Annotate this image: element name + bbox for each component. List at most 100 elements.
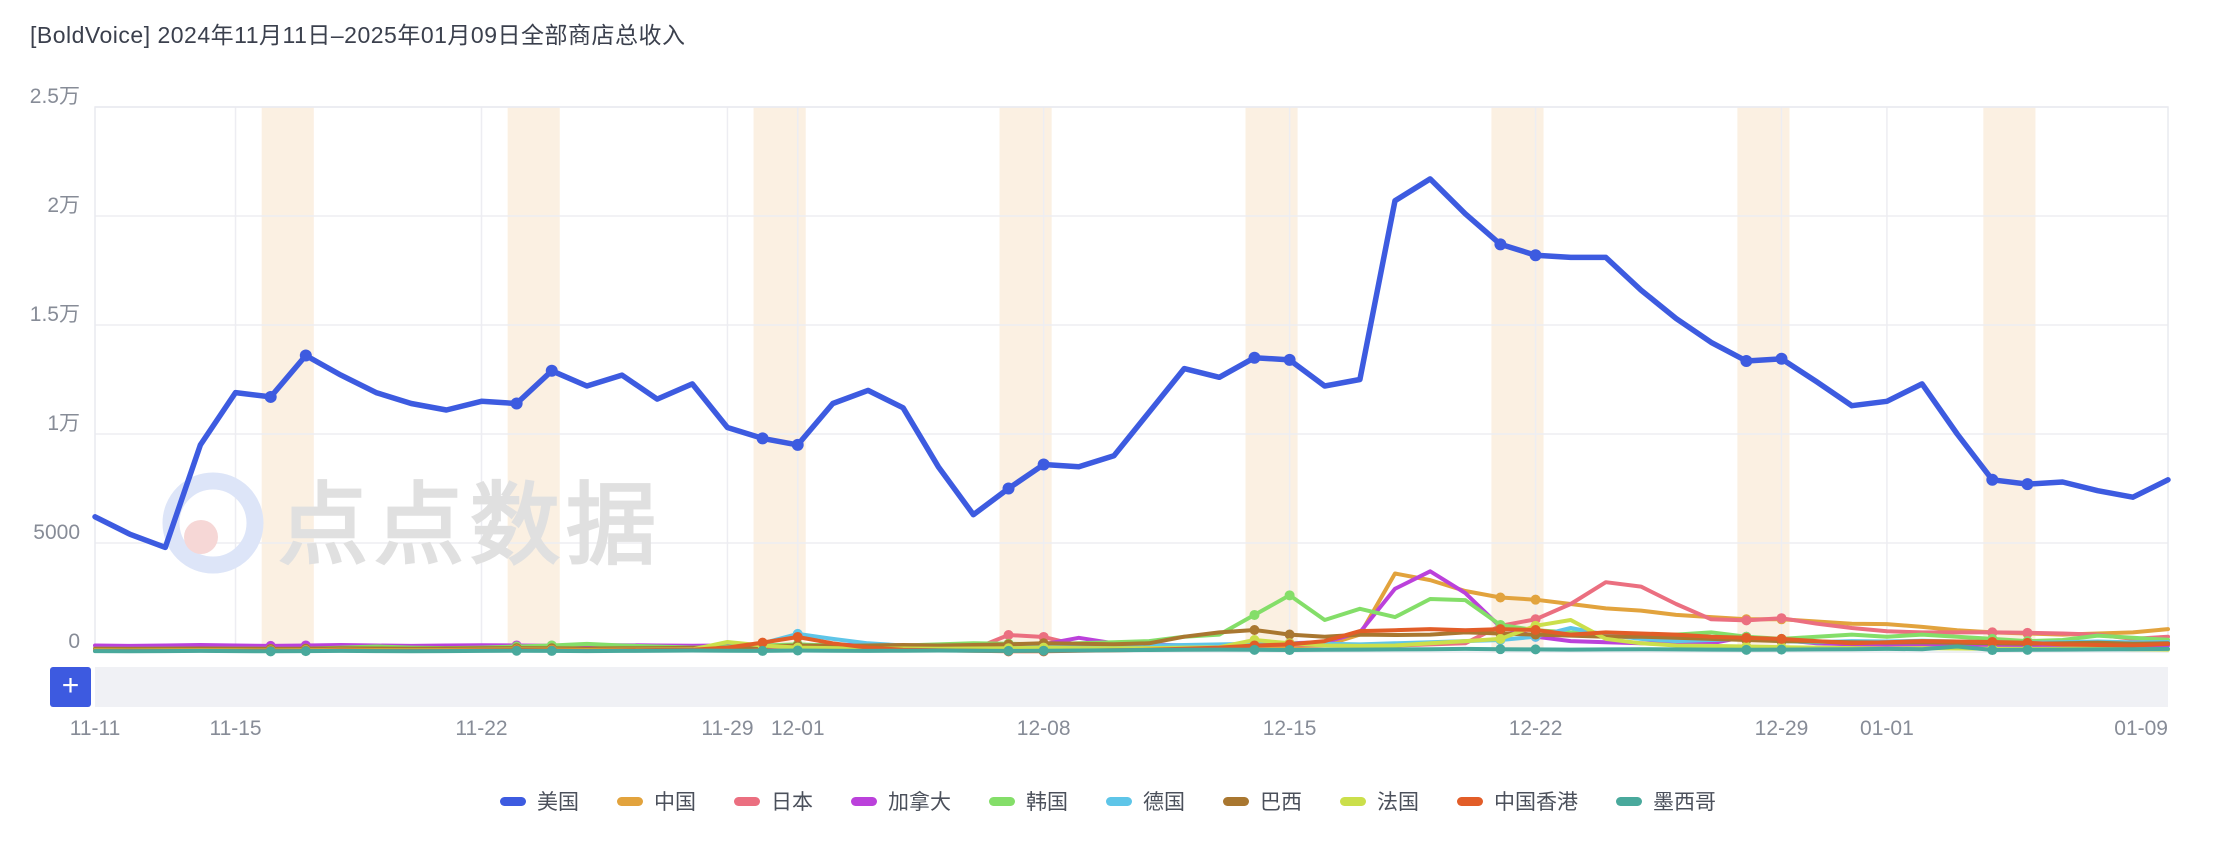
x-axis-tick-label: 01-01 (1860, 717, 1914, 740)
series-line-china (93, 571, 2170, 652)
data-point-japan (1003, 629, 1014, 640)
legend-item-brazil[interactable]: 巴西 (1223, 786, 1302, 816)
data-point-us (545, 364, 558, 377)
data-point-mexico (757, 645, 768, 656)
data-point-mexico (1284, 645, 1295, 656)
legend-item-germany[interactable]: 德国 (1106, 786, 1185, 816)
data-point-hong-kong (2022, 637, 2033, 648)
data-point-south-korea (1284, 590, 1295, 601)
data-point-us (2021, 478, 2034, 491)
data-point-mexico (300, 646, 311, 657)
data-point-mexico (1003, 645, 1014, 656)
y-axis-tick-label: 1.5万 (30, 303, 80, 326)
page-title: [BoldVoice] 2024年11月11日–2025年01月09日全部商店总… (30, 22, 686, 48)
series-line-mexico (93, 644, 2170, 654)
data-point-hong-kong (1776, 633, 1787, 644)
data-point-mexico (1776, 644, 1787, 655)
legend-item-south-korea[interactable]: 韩国 (989, 786, 1068, 816)
legend-swatch-germany (1106, 796, 1132, 806)
x-axis-tick-label: 11-15 (209, 717, 261, 740)
data-point-china (1495, 592, 1506, 603)
legend-swatch-us (500, 796, 526, 806)
x-axis-tick-label: 11-11 (70, 717, 121, 740)
data-point-us (1775, 352, 1788, 365)
x-axis-tick-label: 12-08 (1017, 717, 1071, 740)
data-point-us (1740, 354, 1753, 367)
legend-label: 巴西 (1260, 791, 1302, 814)
legend-item-china[interactable]: 中国 (617, 786, 696, 816)
data-point-mexico (1987, 645, 1998, 656)
legend-label: 加拿大 (888, 791, 951, 814)
legend-label: 德国 (1143, 791, 1185, 814)
legend-swatch-japan (734, 796, 760, 806)
data-point-mexico (1530, 644, 1541, 655)
legend-swatch-south-korea (989, 796, 1015, 806)
legend-item-canada[interactable]: 加拿大 (851, 786, 951, 816)
x-axis-tick-label: 01-09 (2114, 717, 2168, 740)
legend-swatch-china (617, 796, 643, 806)
data-point-hong-kong (1530, 624, 1541, 635)
data-point-mexico (265, 646, 276, 657)
data-point-us (510, 397, 523, 410)
data-point-us (756, 432, 769, 445)
data-point-brazil (1249, 624, 1260, 635)
data-point-hong-kong (757, 637, 768, 648)
data-point-us (1986, 473, 1999, 486)
x-axis-tick-label: 11-29 (701, 717, 753, 740)
data-point-mexico (1741, 644, 1752, 655)
y-axis-tick-label: 0 (68, 630, 80, 653)
data-point-mexico (546, 645, 557, 656)
x-axis-tick-label: 12-15 (1263, 717, 1317, 740)
data-point-us (1002, 482, 1015, 495)
legend-swatch-hong-kong (1457, 796, 1483, 806)
weekend-band (507, 107, 560, 652)
legend-swatch-brazil (1223, 796, 1249, 806)
legend-label: 中国 (654, 791, 696, 814)
data-point-hong-kong (1987, 636, 1998, 647)
legend-swatch-canada (851, 796, 877, 806)
legend-item-us[interactable]: 美国 (500, 786, 579, 816)
data-point-japan (1776, 613, 1787, 624)
data-point-us (264, 390, 277, 403)
legend-swatch-france (1340, 796, 1366, 806)
legend-item-japan[interactable]: 日本 (734, 786, 813, 816)
revenue-line-chart[interactable]: 0 5000 1万 1.5万 2万 2.5万 11-11 11-15 11-22 11-29 12-… (0, 0, 2216, 755)
data-point-mexico (1249, 644, 1260, 655)
brush-strip[interactable] (95, 667, 2168, 707)
data-point-mexico (792, 645, 803, 656)
legend-label: 日本 (771, 791, 813, 814)
data-point-us (299, 349, 312, 362)
legend-label: 韩国 (1026, 791, 1068, 814)
y-axis-tick-label: 2.5万 (30, 85, 80, 108)
data-point-hong-kong (792, 631, 803, 642)
add-chart-button[interactable]: + (50, 667, 91, 707)
data-point-mexico (2022, 644, 2033, 655)
diandian-logo-dot (184, 520, 218, 554)
legend-label: 墨西哥 (1653, 791, 1716, 814)
data-point-us (1283, 353, 1296, 366)
legend-label: 美国 (537, 791, 579, 814)
weekend-band (1983, 107, 2036, 652)
legend-item-mexico[interactable]: 墨西哥 (1616, 786, 1716, 816)
x-axis-tick-label: 11-22 (455, 717, 507, 740)
legend-label: 中国香港 (1494, 791, 1578, 814)
data-point-japan (2022, 627, 2033, 638)
x-axis-tick-label: 12-29 (1755, 717, 1809, 740)
data-point-mexico (511, 645, 522, 656)
data-point-us (1529, 249, 1542, 262)
data-point-hong-kong (1741, 632, 1752, 643)
data-point-us (791, 438, 804, 451)
legend-item-hong-kong[interactable]: 中国香港 (1457, 786, 1578, 816)
y-axis-tick-label: 1万 (47, 412, 80, 435)
chart-legend: 美国 中国 日本 加拿大 韩国 德国 巴西 法国 中国香港 墨西哥 (0, 786, 2216, 816)
y-axis-tick-label: 2万 (47, 194, 80, 217)
legend-label: 法国 (1377, 791, 1419, 814)
data-point-us (1037, 458, 1050, 471)
data-point-us (1494, 238, 1507, 251)
data-point-hong-kong (1495, 624, 1506, 635)
legend-item-france[interactable]: 法国 (1340, 786, 1419, 816)
data-point-brazil (1284, 629, 1295, 640)
data-point-japan (1741, 615, 1752, 626)
data-point-south-korea (1249, 609, 1260, 620)
watermark: 点点数据 (162, 472, 656, 576)
